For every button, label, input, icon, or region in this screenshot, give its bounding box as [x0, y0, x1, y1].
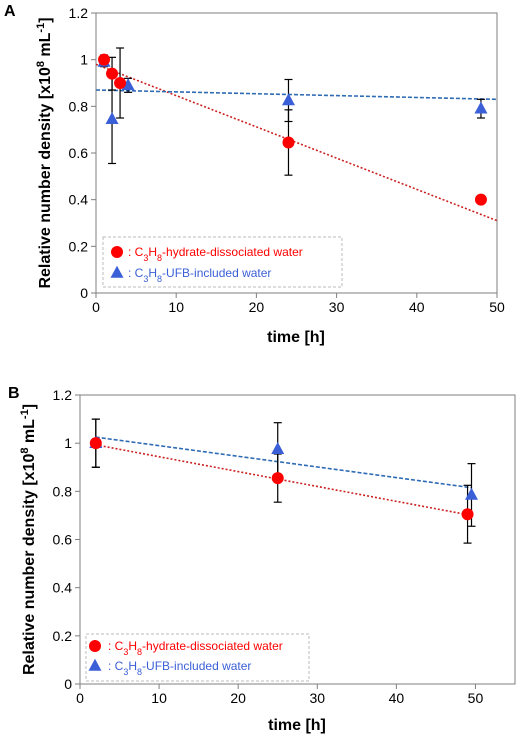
y-axis-title-unit: mL: [37, 32, 54, 61]
data-point-hydrate: [271, 472, 284, 485]
legend-label-hydrate: : C3H8-hydrate-dissociated water: [128, 245, 303, 263]
y-axis-title: Relative number density [x108 mL-1]: [35, 17, 54, 288]
legend-marker-hydrate: [111, 246, 123, 258]
y-axis-title-exponent: 8: [19, 448, 31, 454]
chart-panel-b: B 0 0.2 0.4 0.6 0.8 1 1.2 0 10 20 30 40 50 time [h] Rel…: [8, 385, 516, 734]
trend-line-ufb: [95, 436, 472, 489]
y-axis-title-exponent: 8: [35, 61, 47, 67]
trend-line-ufb: [95, 89, 498, 101]
x-tick-label: 30: [329, 299, 345, 315]
x-tick-label: 30: [309, 690, 325, 706]
legend-subscript: 3: [143, 253, 148, 263]
legend-label-ufb: : C3H8-UFB-included water: [108, 659, 251, 677]
data-point-ufb: [465, 487, 478, 500]
x-tick-label: 0: [92, 299, 100, 315]
legend-text-mid: H: [148, 245, 157, 259]
x-axis-title: time [h]: [267, 329, 325, 346]
y-tick-label: 0.6: [69, 145, 89, 161]
legend-marker-ufb: [88, 658, 102, 671]
legend-marker-hydrate: [89, 640, 101, 652]
panel-label: B: [8, 385, 20, 402]
y-axis-title: Relative number density [x108 mL-1]: [19, 404, 38, 675]
legend: : C3H8-hydrate-dissociated water: C3H8-U…: [85, 633, 310, 682]
y-tick-label: 1: [64, 435, 72, 451]
legend-text-suffix: -hydrate-dissociated water: [142, 639, 283, 653]
x-tick-label: 40: [409, 299, 425, 315]
y-tick-label: 0.2: [69, 238, 89, 254]
y-axis-title-main: Relative number density [x10: [37, 67, 54, 289]
legend-text-suffix: -UFB-included water: [162, 266, 271, 280]
legend-text-prefix: : C: [108, 659, 124, 673]
data-point-ufb: [121, 78, 135, 91]
data-point-hydrate: [98, 53, 111, 66]
x-tick-label: 0: [76, 690, 84, 706]
legend-subscript: 8: [157, 253, 162, 263]
x-axis-title: time [h]: [268, 717, 326, 734]
legend-subscript: 3: [123, 667, 128, 677]
x-tick-label: 50: [468, 690, 484, 706]
y-axis-title-exponent: -1: [19, 409, 31, 419]
y-axis-title-exponent: -1: [35, 23, 47, 33]
legend-subscript: 8: [137, 647, 142, 657]
data-point-ufb: [281, 93, 295, 106]
legend-marker-ufb: [110, 265, 124, 278]
y-tick-label: 0.8: [53, 483, 73, 499]
legend-text-prefix: : C: [128, 266, 144, 280]
trend-line-hydrate: [95, 63, 498, 222]
data-point-hydrate: [282, 136, 295, 149]
x-tick-label: 20: [230, 690, 246, 706]
y-tick-label: 0.6: [53, 532, 73, 548]
data-point-hydrate: [474, 193, 487, 206]
legend-box: [85, 633, 310, 682]
legend-text-suffix: -hydrate-dissociated water: [162, 245, 303, 259]
y-tick-label: 1: [80, 52, 88, 68]
legend-text-mid: H: [148, 266, 157, 280]
x-tick-label: 10: [168, 299, 184, 315]
x-tick-label: 40: [389, 690, 405, 706]
y-axis-title-main: Relative number density [x10: [21, 454, 38, 676]
y-tick-label: 0.4: [53, 580, 73, 596]
legend-box: [102, 236, 343, 288]
legend-label-hydrate: : C3H8-hydrate-dissociated water: [108, 639, 283, 657]
data-point-ufb: [105, 111, 119, 124]
chart-panel-a: A 0 0.2 0.4 0.6 0.8 1 1.2 0 10 20 30 40 50 time [h] Rel…: [4, 3, 505, 346]
y-tick-label: 0.2: [53, 628, 73, 644]
legend-label-ufb: : C3H8-UFB-included water: [128, 266, 271, 284]
x-tick-label: 10: [151, 690, 167, 706]
x-tick-label: 20: [249, 299, 265, 315]
y-tick-label: 0: [80, 285, 88, 301]
data-point-ufb: [271, 441, 285, 454]
y-axis-title-end: ]: [37, 17, 54, 22]
y-tick-label: 1.2: [53, 387, 73, 403]
x-tick-label: 50: [489, 299, 505, 315]
panel-label: A: [4, 3, 16, 20]
legend-text-prefix: : C: [128, 245, 144, 259]
data-point-hydrate: [114, 77, 127, 89]
legend-text-prefix: : C: [108, 639, 124, 653]
legend-subscript: 8: [157, 274, 162, 284]
data-point-hydrate: [461, 508, 474, 521]
data-point-ufb: [474, 101, 488, 114]
legend: : C3H8-hydrate-dissociated water: C3H8-U…: [102, 236, 343, 288]
legend-subscript: 3: [123, 647, 128, 657]
data-point-hydrate: [106, 67, 119, 80]
y-tick-label: 0.4: [69, 192, 89, 208]
legend-text-mid: H: [128, 659, 137, 673]
data-point-hydrate: [89, 437, 102, 450]
legend-text-mid: H: [128, 639, 137, 653]
legend-subscript: 8: [137, 667, 142, 677]
y-axis-title-end: ]: [21, 404, 38, 409]
y-tick-label: 1.2: [69, 5, 89, 21]
legend-text-suffix: -UFB-included water: [142, 659, 251, 673]
legend-subscript: 3: [143, 274, 148, 284]
y-axis-title-unit: mL: [21, 419, 38, 448]
y-tick-label: 0.8: [69, 98, 89, 114]
y-tick-label: 0: [64, 676, 72, 692]
